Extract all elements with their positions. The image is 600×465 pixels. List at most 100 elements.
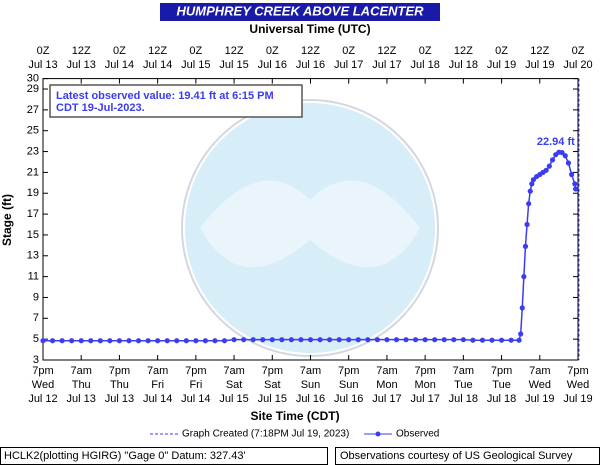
point (346, 337, 352, 343)
point (250, 337, 256, 343)
x-tick-label: 7pm (262, 365, 283, 377)
top-x-tick-label: 0Z (495, 45, 508, 57)
point (260, 337, 266, 343)
top-x-tick-label: Jul 15 (219, 59, 248, 71)
top-x-tick-label: 0Z (266, 45, 279, 57)
top-x-tick-label: Jul 19 (525, 59, 554, 71)
y-tick-label: 5 (33, 333, 39, 345)
x-tick-label: Fri (151, 379, 164, 391)
y-tick-label: 29 (27, 83, 39, 95)
x-tick-label: 7pm (32, 365, 53, 377)
point (521, 274, 527, 280)
x-tick-label: Fri (189, 379, 202, 391)
top-x-tick-label: Jul 15 (181, 59, 210, 71)
x-tick-label: 7am (300, 365, 321, 377)
x-tick-label: Jul 13 (67, 393, 96, 405)
point (432, 337, 438, 343)
point (384, 337, 390, 343)
x-tick-label: Tue (492, 379, 511, 391)
x-tick-label: Mon (414, 379, 435, 391)
point (155, 338, 161, 344)
footer-left: HCLK2(plotting HGIRG) "Gage 0" Datum: 32… (4, 450, 246, 462)
point (470, 337, 476, 343)
point (40, 338, 46, 344)
top-x-tick-label: Jul 19 (487, 59, 516, 71)
point (573, 186, 579, 192)
top-x-tick-label: 12Z (530, 45, 549, 57)
x-tick-label: Wed (567, 379, 589, 391)
point (403, 337, 409, 343)
y-tick-label: 11 (28, 271, 39, 283)
x-tick-label: 7am (147, 365, 168, 377)
point (524, 221, 530, 228)
point (307, 337, 314, 343)
point (336, 337, 342, 343)
point (241, 337, 247, 343)
top-x-tick-label: Jul 13 (28, 59, 57, 71)
point (327, 337, 333, 343)
point (393, 337, 400, 343)
point (565, 160, 572, 166)
x-tick-label: Mon (376, 379, 397, 391)
latest-note: Latest observed value: 19.41 ft at 6:15 … (56, 90, 274, 102)
point (135, 338, 142, 344)
top-x-tick-label: Jul 17 (372, 59, 401, 71)
y-tick-label: 15 (27, 229, 39, 241)
x-tick-label: Jul 13 (105, 393, 134, 405)
top-x-tick-label: 0Z (419, 45, 432, 57)
point (527, 188, 533, 194)
point (355, 337, 361, 343)
point (374, 337, 380, 343)
x-tick-label: Wed (529, 379, 551, 391)
point (569, 171, 575, 178)
point (519, 305, 525, 311)
point (489, 337, 495, 343)
x-tick-label: 7pm (338, 365, 359, 377)
point (164, 338, 170, 344)
point (543, 167, 549, 173)
top-x-tick-label: Jul 20 (563, 59, 592, 71)
top-x-tick-label: 0Z (113, 45, 126, 57)
top-x-tick-label: 12Z (148, 45, 167, 57)
point (174, 338, 180, 344)
point (530, 177, 537, 183)
top-x-tick-label: 12Z (301, 45, 320, 57)
point (441, 337, 447, 343)
point (231, 337, 237, 343)
point (451, 337, 457, 343)
point (116, 338, 123, 344)
point (288, 337, 294, 343)
top-x-tick-label: Jul 16 (258, 59, 287, 71)
point (422, 337, 428, 343)
x-tick-label: Sun (301, 379, 321, 391)
title-bar (160, 3, 440, 21)
point (562, 153, 568, 159)
x-tick-label: Jul 12 (28, 393, 57, 405)
y-tick-label: 19 (27, 187, 39, 199)
point (546, 163, 552, 169)
point (516, 337, 522, 343)
x-tick-label: 7am (71, 365, 92, 377)
x-axis-label: Site Time (CDT) (250, 409, 339, 423)
point (221, 338, 228, 344)
x-tick-label: Thu (110, 379, 129, 391)
point (126, 338, 132, 344)
point (202, 338, 209, 344)
point (212, 338, 218, 344)
point (412, 337, 419, 343)
x-tick-label: 7pm (567, 365, 588, 377)
x-tick-label: Tue (454, 379, 473, 391)
point (49, 338, 56, 344)
y-tick-label: 27 (27, 104, 39, 116)
x-tick-label: Jul 18 (449, 393, 478, 405)
top-x-tick-label: Jul 17 (334, 59, 363, 71)
y-tick-label: 13 (27, 250, 39, 262)
x-tick-label: 7pm (491, 365, 512, 377)
chart-title: HUMPHREY CREEK ABOVE LACENTER (176, 3, 424, 18)
point (365, 337, 371, 343)
latest-note: CDT 19-Jul-2023. (56, 102, 145, 114)
y-tick-label: 9 (33, 291, 39, 303)
point (69, 338, 75, 344)
x-tick-label: Jul 14 (143, 393, 172, 405)
point (59, 338, 65, 344)
